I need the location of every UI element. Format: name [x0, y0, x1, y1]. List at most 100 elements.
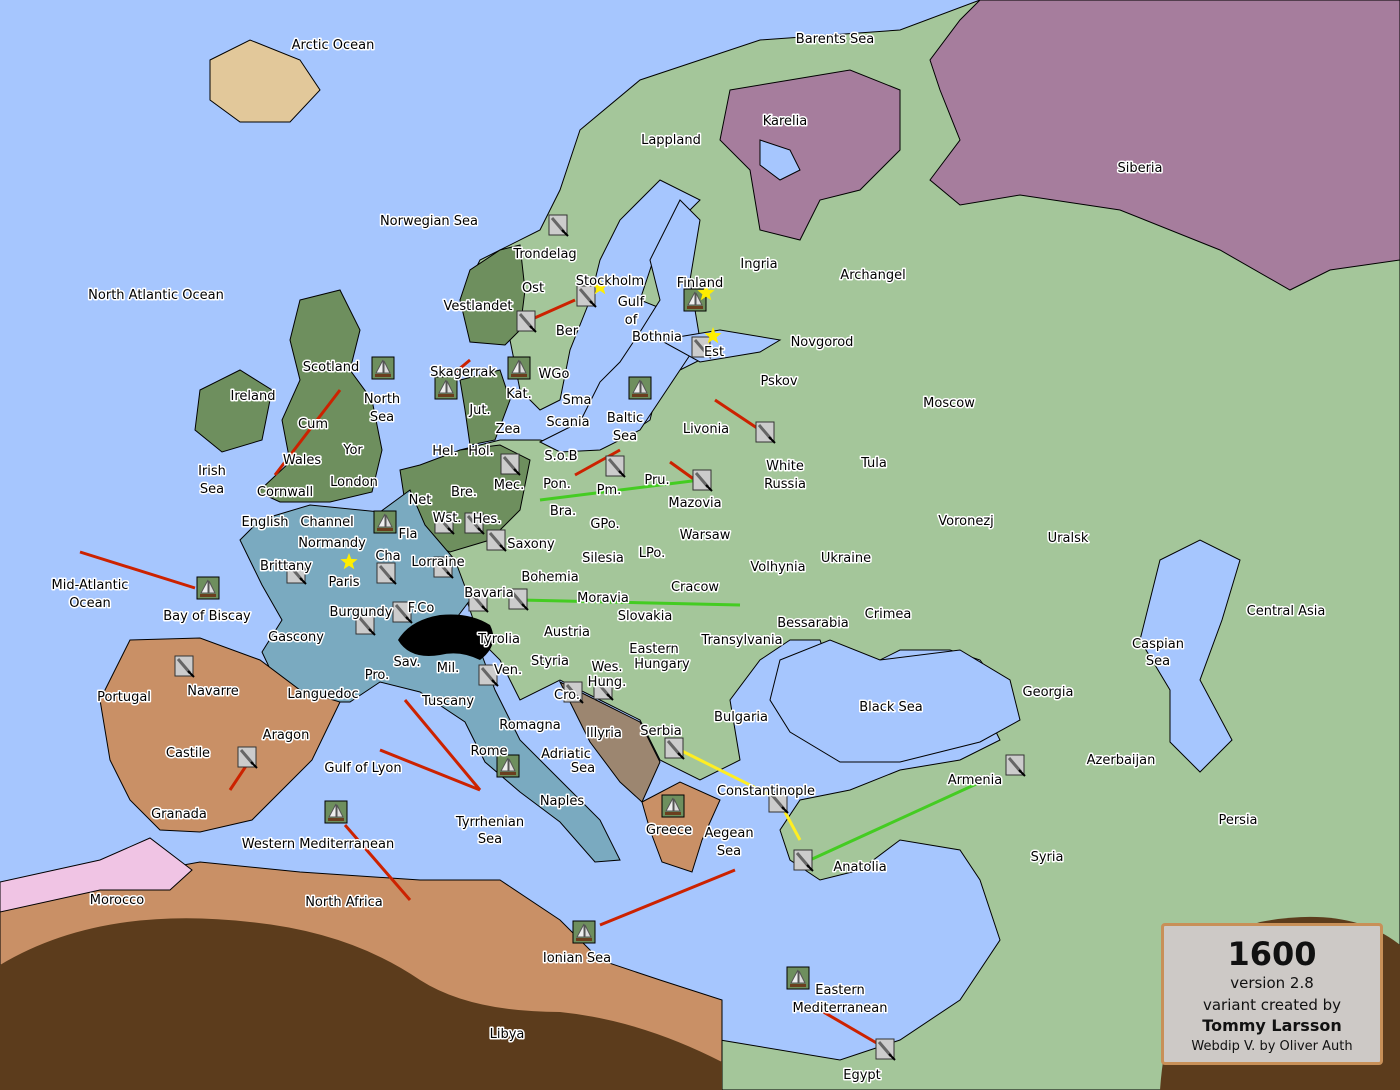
army-icon[interactable] — [548, 214, 569, 237]
region-label: LPo. — [639, 546, 665, 561]
karelia-region[interactable] — [719, 69, 901, 241]
region-label: Brittany — [260, 559, 312, 574]
army-icon[interactable] — [692, 469, 713, 492]
army-icon[interactable] — [593, 678, 614, 701]
army-icon[interactable] — [434, 512, 455, 535]
caspian-sea[interactable] — [1139, 539, 1241, 773]
norway-region[interactable] — [459, 244, 526, 346]
army-icon[interactable] — [392, 601, 413, 624]
order-arrow — [819, 1008, 881, 1047]
army-icon[interactable] — [355, 613, 376, 636]
region-label: Mazovia — [668, 496, 721, 511]
order-arrow — [379, 748, 481, 792]
region-label: Pm. — [597, 483, 622, 498]
fleet-icon[interactable] — [371, 356, 395, 380]
order-arrow — [539, 478, 701, 502]
region-label: Bohemia — [521, 570, 578, 585]
region-label: Trondelag — [512, 247, 576, 262]
army-icon[interactable] — [286, 562, 307, 585]
baltic-sea[interactable] — [538, 199, 701, 453]
region-label: Bre. — [451, 485, 477, 500]
order-arrow — [529, 298, 576, 322]
region-label: Caspian — [1132, 637, 1184, 652]
army-icon[interactable] — [376, 562, 397, 585]
order-arrow — [679, 748, 781, 802]
army-icon[interactable] — [468, 590, 489, 613]
order-arrow — [343, 824, 412, 901]
britain-region[interactable] — [257, 289, 383, 503]
fleet-icon[interactable] — [628, 376, 652, 400]
region-label: Slovakia — [618, 609, 673, 624]
region-label: Aegean — [704, 826, 753, 841]
army-icon[interactable] — [237, 746, 258, 769]
region-label: Mediterranean — [792, 1001, 887, 1016]
region-label: Channel — [300, 515, 353, 530]
region-label: Hel. — [432, 444, 458, 459]
white-sea — [759, 139, 801, 181]
fleet-icon[interactable] — [373, 510, 397, 534]
fleet-icon[interactable] — [786, 966, 810, 990]
ireland-region[interactable] — [194, 369, 273, 453]
army-icon[interactable] — [605, 455, 626, 478]
region-label: Cum — [298, 417, 328, 432]
region-label: North Atlantic Ocean — [88, 288, 224, 303]
region-label: Scania — [546, 415, 589, 430]
region-label: Voronezj — [938, 514, 994, 529]
region-label: Portugal — [97, 690, 151, 705]
army-icon[interactable] — [516, 310, 537, 333]
black-sea[interactable] — [769, 639, 1021, 763]
iberia-region[interactable] — [99, 637, 341, 833]
denmark-region[interactable] — [459, 369, 511, 446]
variant-info-box: 1600 version 2.8 variant created by Tomm… — [1161, 923, 1383, 1065]
army-icon[interactable] — [875, 1038, 896, 1061]
army-icon[interactable] — [464, 512, 485, 535]
region-label: Yor — [342, 443, 363, 458]
region-label: Lorraine — [411, 555, 464, 570]
gulf-of-finland[interactable] — [658, 329, 782, 363]
fleet-icon[interactable] — [196, 576, 220, 600]
units-layer — [174, 214, 1026, 1061]
fleet-icon[interactable] — [496, 754, 520, 778]
region-label: Uralsk — [1048, 531, 1089, 546]
morocco-region[interactable] — [0, 837, 193, 913]
army-icon[interactable] — [1005, 754, 1026, 777]
army-icon[interactable] — [433, 556, 454, 579]
region-label: Warsaw — [680, 528, 731, 543]
region-label: North Africa — [305, 895, 383, 910]
region-label: Wes. — [592, 660, 623, 675]
fleet-icon[interactable] — [507, 356, 531, 380]
region-label: Romagna — [499, 718, 561, 733]
fleet-icon[interactable] — [683, 288, 707, 312]
fleet-icon[interactable] — [661, 794, 685, 818]
region-label: Cornwall — [257, 485, 313, 500]
army-icon[interactable] — [793, 849, 814, 872]
region-label: Ocean — [69, 596, 111, 611]
region-label: Sea — [200, 482, 224, 497]
army-icon[interactable] — [691, 336, 712, 359]
army-icon[interactable] — [664, 737, 685, 760]
army-icon[interactable] — [486, 529, 507, 552]
region-label: Black Sea — [859, 700, 923, 715]
army-icon[interactable] — [563, 681, 584, 704]
army-icon[interactable] — [478, 664, 499, 687]
region-label: Constantinople — [717, 784, 815, 799]
region-label: Languedoc — [287, 687, 358, 702]
star-icon — [697, 284, 715, 301]
region-label: Saxony — [507, 537, 555, 552]
region-label: Est — [704, 345, 724, 360]
army-icon[interactable] — [768, 791, 789, 814]
eurasia-landmass[interactable] — [399, 0, 1400, 1090]
region-label: Ireland — [231, 389, 276, 404]
fleet-icon[interactable] — [572, 920, 596, 944]
siberia-region[interactable] — [929, 0, 1400, 291]
region-label: Bessarabia — [777, 616, 849, 631]
army-icon[interactable] — [508, 588, 529, 611]
illyria-region[interactable] — [558, 680, 661, 803]
fleet-icon[interactable] — [434, 376, 458, 400]
army-icon[interactable] — [755, 421, 776, 444]
army-icon[interactable] — [576, 285, 597, 308]
army-icon[interactable] — [174, 655, 195, 678]
fleet-icon[interactable] — [324, 800, 348, 824]
army-icon[interactable] — [500, 453, 521, 476]
